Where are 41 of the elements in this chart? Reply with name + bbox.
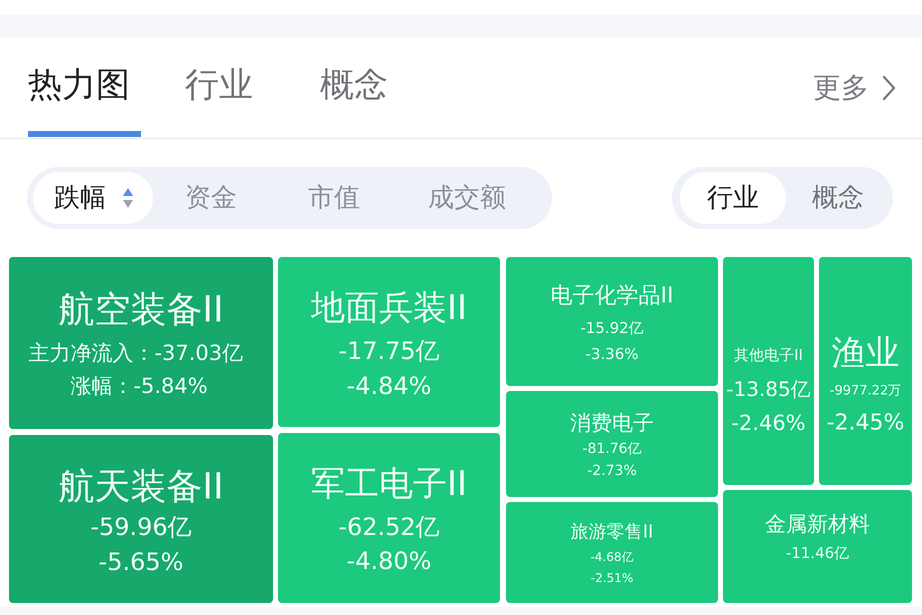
data-label: -11.46亿 [786,544,850,562]
category-label: 航天装备II [58,466,224,508]
text: 概念 [320,65,388,105]
data-label: -17.75亿 [338,337,440,365]
category-label: 消费电子 [570,411,654,435]
data-label: -9977.22万 [830,384,902,398]
data-label: -5.65% [98,548,184,576]
data-label: -5.84% [133,374,208,398]
category-label: 地面兵装II [310,288,468,328]
text: 成交额 [428,183,506,213]
data-label: -13.85亿 [726,377,811,401]
data-label: -62.52亿 [338,513,440,541]
data-label: -2.46% [731,411,806,435]
data-label: -37.03亿 [154,341,244,365]
data-label: -59.96亿 [90,513,192,541]
text: 行业 [707,183,759,213]
category-label: 军工电子II [310,464,468,504]
data-label: -2.45% [826,410,904,436]
data-label: -3.36% [585,345,639,363]
text: 更多 [813,71,869,104]
category-label: 渔业 [832,333,900,373]
text: 市值 [308,183,360,213]
category-label: 其他电子II [734,346,803,364]
data-label: -2.73% [587,463,637,479]
data-label: -4.80% [346,547,432,575]
text: 热力图 [28,65,130,105]
text: 跌幅 [54,183,106,213]
data-label: -4.68亿 [590,550,634,564]
data-label: -15.92亿 [580,319,644,337]
series-label: 主力净流入： [28,341,154,365]
text: 概念 [812,183,864,213]
category-label: 电子化学品II [550,284,674,308]
category-label: 航空装备II [58,290,224,330]
text: 涨幅： [70,374,134,398]
category-label: 旅游零售II [570,522,654,542]
data-label: -2.51% [590,571,634,585]
text: 行业 [185,65,253,105]
data-label: -81.76亿 [582,441,642,457]
text: 资金 [185,183,237,213]
data-label: -4.84% [346,372,432,400]
category-label: 金属新材料 [765,512,870,536]
